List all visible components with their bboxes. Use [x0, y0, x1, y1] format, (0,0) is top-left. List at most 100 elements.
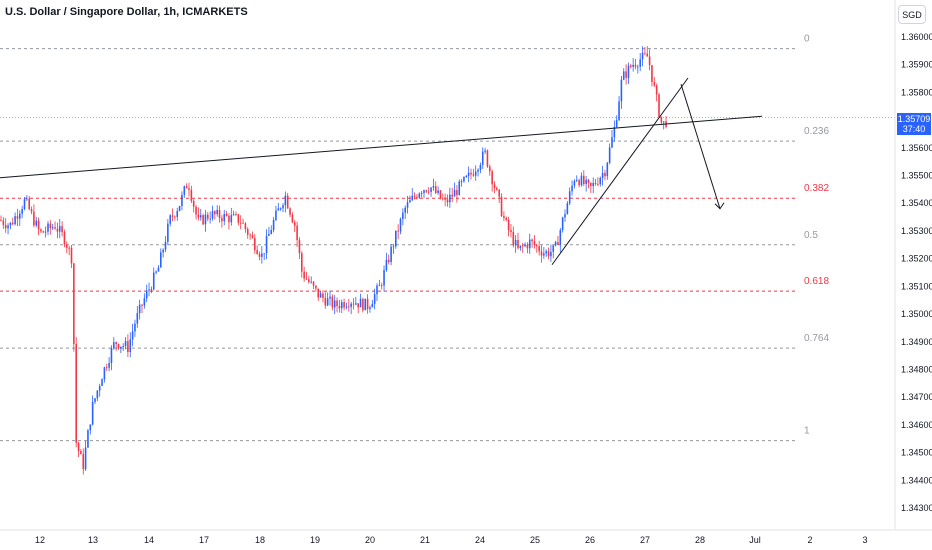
resistance-trendline[interactable]	[0, 115, 763, 179]
candle-down	[634, 59, 637, 70]
candle-down	[526, 242, 529, 254]
currency-selector[interactable]: SGD	[898, 5, 926, 24]
candle-up	[364, 298, 367, 311]
candle-down	[352, 298, 355, 310]
candle-down	[16, 208, 19, 227]
candle-up	[552, 245, 555, 259]
price-tick-label: 1.35500	[901, 171, 932, 181]
candle-down	[653, 77, 656, 87]
candle-up	[409, 195, 411, 203]
candle-up	[329, 290, 331, 306]
candle-down	[251, 231, 254, 239]
candle-down	[301, 251, 303, 278]
price-tick-label: 1.34800	[901, 364, 932, 374]
candle-down	[66, 241, 68, 254]
candle-up	[178, 205, 181, 212]
candle-up	[571, 180, 573, 196]
candle-down	[380, 282, 383, 290]
candle-down	[54, 221, 56, 230]
candle-down	[510, 224, 512, 238]
candle-up	[101, 378, 103, 387]
candle-down	[228, 213, 230, 230]
candle-down	[286, 192, 289, 209]
candle-down	[470, 168, 472, 180]
candle-down	[246, 227, 249, 239]
candle-down	[547, 247, 550, 260]
time-axis[interactable]: 12 13 14 17 18 19 20 21 24 25 26 27 28 Jul 2 3	[0, 529, 932, 545]
candle-down	[503, 211, 505, 222]
candle-up	[167, 219, 169, 245]
fib-level-label: 0	[804, 34, 810, 45]
candle-up	[606, 161, 609, 180]
candle-down	[185, 183, 188, 189]
candle-up	[21, 205, 23, 219]
drawings[interactable]	[0, 77, 763, 266]
candle-up	[223, 209, 226, 226]
candle-down	[538, 240, 540, 256]
candle-up	[261, 246, 263, 264]
candle-down	[174, 215, 176, 221]
candle-down	[536, 243, 538, 253]
candle-up	[404, 205, 406, 219]
candle-up	[385, 252, 388, 272]
projection-arrow[interactable]	[680, 83, 721, 209]
candle-down	[127, 334, 129, 358]
candle-up	[98, 383, 101, 397]
candle-up	[662, 121, 665, 130]
candle-up	[437, 186, 439, 195]
price-axis[interactable]: 1.36000 1.35900 1.35800 1.35600 1.35500 1.354…	[894, 0, 932, 530]
candle-up	[608, 143, 611, 165]
candle-up	[355, 296, 357, 306]
candle-down	[531, 238, 533, 248]
price-tick-label: 1.35100	[901, 281, 932, 291]
candle-up	[162, 248, 164, 258]
candle-down	[11, 217, 14, 226]
candle-down	[336, 297, 338, 313]
candle-up	[319, 291, 322, 298]
candle-up	[268, 226, 270, 236]
candle-up	[272, 217, 275, 233]
candle-down	[646, 45, 649, 57]
price-tick-label: 1.35300	[901, 226, 932, 236]
candle-up	[275, 205, 277, 222]
candle-down	[416, 193, 418, 200]
price-tick-label: 1.35000	[901, 309, 932, 319]
candle-down	[197, 207, 200, 221]
candle-up	[463, 176, 465, 183]
candle-up	[618, 96, 620, 122]
candle-down	[489, 164, 491, 176]
arrow-head-icon	[714, 202, 725, 210]
candle-down	[192, 199, 195, 213]
candle-up	[376, 283, 378, 302]
price-tick-label: 1.35200	[901, 254, 932, 264]
candle-down	[115, 341, 117, 351]
candle-down	[486, 149, 489, 168]
candle-down	[239, 215, 242, 230]
candle-up	[138, 299, 141, 320]
candle-down	[317, 288, 320, 302]
candle-up	[87, 429, 89, 448]
candle-up	[148, 282, 150, 297]
candle-up	[373, 288, 376, 310]
candle-down	[293, 219, 296, 233]
candle-up	[479, 162, 482, 174]
support-trendline[interactable]	[551, 77, 689, 266]
candle-down	[472, 168, 475, 177]
candle-up	[554, 240, 557, 247]
candle-up	[632, 58, 634, 72]
candle-down	[28, 195, 30, 211]
candle-up	[204, 210, 207, 232]
candle-up	[333, 295, 336, 315]
candle-down	[660, 116, 663, 126]
candle-down	[237, 213, 240, 226]
candle-up	[615, 115, 618, 129]
candles	[0, 45, 667, 475]
candle-down	[594, 178, 597, 186]
candle-up	[209, 211, 211, 224]
candle-up	[402, 208, 404, 226]
candle-up	[564, 209, 566, 222]
fib-retracement[interactable]: 0 0.236 0.382 0.5 0.618 0.764 1	[0, 34, 829, 442]
candle-down	[33, 204, 35, 228]
time-tick-label: 19	[310, 535, 320, 545]
